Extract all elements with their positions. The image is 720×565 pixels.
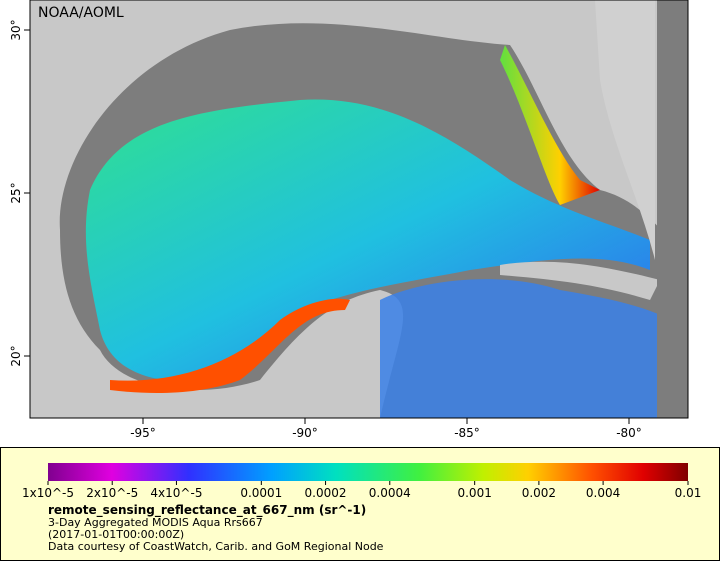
reflectance-field [85,99,651,381]
credit: NOAA/AOML [38,5,124,21]
colorbar-label: 1x10^-5 [22,486,74,500]
map: NOAA/AOML [30,0,688,418]
florida-land [595,0,655,260]
lon-label: -95° [130,426,156,440]
colorbar-label: 4x10^-5 [150,486,202,500]
lon-label: -80° [616,426,642,440]
colorbar-label: 0.0001 [240,486,282,500]
florida-shelf [500,45,600,205]
variable-name: remote_sensing_reflectance_at_667_nm (sr… [48,503,366,518]
lat-label: 20° [9,345,23,366]
time: (2017-01-01T00:00:00Z) [48,528,184,541]
colorbar-label: 0.001 [457,486,491,500]
colorbar-label: 0.0004 [369,486,411,500]
lon-label: -85° [454,426,480,440]
map-frame [29,0,689,419]
description: 3-Day Aggregated MODIS Aqua Rrs667 [48,516,263,529]
colorbar-label: 2x10^-5 [86,486,138,500]
colorbar-label: 0.01 [675,486,702,500]
colorbar-label: 0.004 [586,486,620,500]
colorbar-label: 0.0002 [305,486,347,500]
yucatan-shelf [110,298,350,393]
lat-label: 25° [9,182,23,203]
lat-label: 30° [9,19,23,40]
colorbar-ticks: 1x10^-5 2x10^-5 4x10^-5 0.0001 0.0002 0.0004 0… [22,481,701,500]
colorbar [48,463,688,481]
no-data-strip [657,0,688,418]
cuba [500,261,660,300]
caribbean-field [380,279,688,418]
axes: 30° 25° 20° -95° -90° -85° -80° [9,19,642,440]
lon-label: -90° [292,426,318,440]
colorbar-label: 0.002 [522,486,556,500]
courtesy: Data courtesy of CoastWatch, Carib. and … [48,540,384,553]
credit-bg [34,2,134,24]
